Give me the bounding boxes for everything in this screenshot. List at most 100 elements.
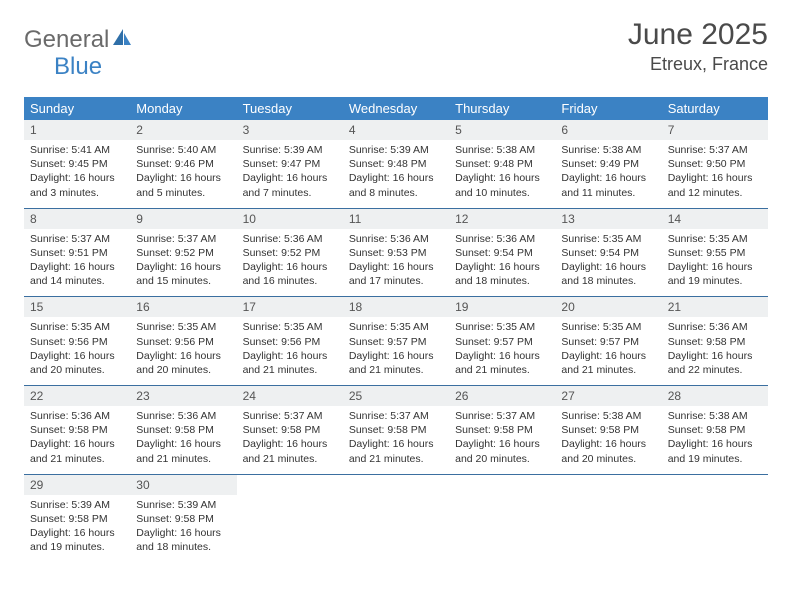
content-row: Sunrise: 5:39 AMSunset: 9:58 PMDaylight:… <box>24 495 768 563</box>
sunrise-line: Sunrise: 5:36 AM <box>136 409 230 423</box>
sunrise-line: Sunrise: 5:38 AM <box>455 143 549 157</box>
day-content-cell: Sunrise: 5:37 AMSunset: 9:58 PMDaylight:… <box>343 406 449 474</box>
sunset-line: Sunset: 9:58 PM <box>30 423 124 437</box>
daylight-line: Daylight: 16 hours and 18 minutes. <box>136 526 230 554</box>
day-content-cell: Sunrise: 5:38 AMSunset: 9:58 PMDaylight:… <box>662 406 768 474</box>
brand-part2: Blue <box>30 53 102 81</box>
daylight-line: Daylight: 16 hours and 19 minutes. <box>30 526 124 554</box>
weekday-header-row: Sunday Monday Tuesday Wednesday Thursday… <box>24 97 768 120</box>
weekday-header: Monday <box>130 97 236 120</box>
daylight-line: Daylight: 16 hours and 12 minutes. <box>668 171 762 199</box>
sunset-line: Sunset: 9:47 PM <box>243 157 337 171</box>
sunset-line: Sunset: 9:58 PM <box>561 423 655 437</box>
sunset-line: Sunset: 9:48 PM <box>349 157 443 171</box>
sunrise-line: Sunrise: 5:38 AM <box>561 143 655 157</box>
sunset-line: Sunset: 9:53 PM <box>349 246 443 260</box>
day-number-cell: 19 <box>449 297 555 318</box>
day-number-cell: 28 <box>662 386 768 407</box>
sunset-line: Sunset: 9:58 PM <box>30 512 124 526</box>
day-content-cell: Sunrise: 5:37 AMSunset: 9:50 PMDaylight:… <box>662 140 768 208</box>
day-number-cell: 4 <box>343 120 449 140</box>
weekday-header: Saturday <box>662 97 768 120</box>
daylight-line: Daylight: 16 hours and 5 minutes. <box>136 171 230 199</box>
sunset-line: Sunset: 9:54 PM <box>561 246 655 260</box>
day-number-cell: 1 <box>24 120 130 140</box>
day-content-cell: Sunrise: 5:36 AMSunset: 9:53 PMDaylight:… <box>343 229 449 297</box>
daylight-line: Daylight: 16 hours and 20 minutes. <box>30 349 124 377</box>
day-content-cell: Sunrise: 5:39 AMSunset: 9:58 PMDaylight:… <box>24 495 130 563</box>
sunset-line: Sunset: 9:58 PM <box>243 423 337 437</box>
sunrise-line: Sunrise: 5:36 AM <box>243 232 337 246</box>
title-block: June 2025 Etreux, France <box>628 18 768 75</box>
sunrise-line: Sunrise: 5:37 AM <box>455 409 549 423</box>
daylight-line: Daylight: 16 hours and 20 minutes. <box>561 437 655 465</box>
sunrise-line: Sunrise: 5:36 AM <box>668 320 762 334</box>
daylight-line: Daylight: 16 hours and 21 minutes. <box>136 437 230 465</box>
sunrise-line: Sunrise: 5:38 AM <box>561 409 655 423</box>
sunrise-line: Sunrise: 5:35 AM <box>455 320 549 334</box>
sunrise-line: Sunrise: 5:35 AM <box>136 320 230 334</box>
daylight-line: Daylight: 16 hours and 8 minutes. <box>349 171 443 199</box>
sunrise-line: Sunrise: 5:36 AM <box>30 409 124 423</box>
day-content-cell <box>662 495 768 563</box>
day-number-cell: 26 <box>449 386 555 407</box>
day-number-cell: 5 <box>449 120 555 140</box>
day-content-cell: Sunrise: 5:39 AMSunset: 9:47 PMDaylight:… <box>237 140 343 208</box>
sunrise-line: Sunrise: 5:37 AM <box>30 232 124 246</box>
sunrise-line: Sunrise: 5:37 AM <box>243 409 337 423</box>
day-number-cell: 14 <box>662 208 768 229</box>
weekday-header: Sunday <box>24 97 130 120</box>
sunset-line: Sunset: 9:58 PM <box>668 423 762 437</box>
sunrise-line: Sunrise: 5:35 AM <box>561 320 655 334</box>
daylight-line: Daylight: 16 hours and 16 minutes. <box>243 260 337 288</box>
sunrise-line: Sunrise: 5:39 AM <box>136 498 230 512</box>
day-number-cell: 10 <box>237 208 343 229</box>
month-title: June 2025 <box>628 18 768 52</box>
day-content-cell <box>237 495 343 563</box>
sunrise-line: Sunrise: 5:37 AM <box>349 409 443 423</box>
day-content-cell: Sunrise: 5:37 AMSunset: 9:51 PMDaylight:… <box>24 229 130 297</box>
daylight-line: Daylight: 16 hours and 21 minutes. <box>243 437 337 465</box>
sunset-line: Sunset: 9:49 PM <box>561 157 655 171</box>
day-content-cell: Sunrise: 5:35 AMSunset: 9:57 PMDaylight:… <box>555 317 661 385</box>
day-number-cell: 20 <box>555 297 661 318</box>
day-content-cell: Sunrise: 5:36 AMSunset: 9:58 PMDaylight:… <box>130 406 236 474</box>
day-number-cell: 29 <box>24 474 130 495</box>
sunset-line: Sunset: 9:57 PM <box>455 335 549 349</box>
day-number-cell: 30 <box>130 474 236 495</box>
weekday-header: Wednesday <box>343 97 449 120</box>
day-number-cell: 3 <box>237 120 343 140</box>
sunset-line: Sunset: 9:46 PM <box>136 157 230 171</box>
sunset-line: Sunset: 9:48 PM <box>455 157 549 171</box>
sunset-line: Sunset: 9:52 PM <box>136 246 230 260</box>
sunrise-line: Sunrise: 5:41 AM <box>30 143 124 157</box>
day-content-cell: Sunrise: 5:37 AMSunset: 9:58 PMDaylight:… <box>237 406 343 474</box>
day-content-cell: Sunrise: 5:37 AMSunset: 9:52 PMDaylight:… <box>130 229 236 297</box>
content-row: Sunrise: 5:41 AMSunset: 9:45 PMDaylight:… <box>24 140 768 208</box>
day-number-cell: 8 <box>24 208 130 229</box>
day-content-cell: Sunrise: 5:36 AMSunset: 9:52 PMDaylight:… <box>237 229 343 297</box>
sail-icon <box>111 27 133 47</box>
day-number-cell: 6 <box>555 120 661 140</box>
day-number-cell <box>237 474 343 495</box>
day-content-cell: Sunrise: 5:36 AMSunset: 9:58 PMDaylight:… <box>24 406 130 474</box>
day-number-cell: 9 <box>130 208 236 229</box>
calendar-body: 1234567Sunrise: 5:41 AMSunset: 9:45 PMDa… <box>24 120 768 562</box>
day-content-cell: Sunrise: 5:35 AMSunset: 9:57 PMDaylight:… <box>343 317 449 385</box>
calendar-table: Sunday Monday Tuesday Wednesday Thursday… <box>24 97 768 562</box>
day-number-cell: 27 <box>555 386 661 407</box>
daylight-line: Daylight: 16 hours and 18 minutes. <box>561 260 655 288</box>
day-content-cell: Sunrise: 5:35 AMSunset: 9:56 PMDaylight:… <box>130 317 236 385</box>
sunrise-line: Sunrise: 5:37 AM <box>668 143 762 157</box>
day-number-cell: 13 <box>555 208 661 229</box>
sunrise-line: Sunrise: 5:37 AM <box>136 232 230 246</box>
day-content-cell: Sunrise: 5:41 AMSunset: 9:45 PMDaylight:… <box>24 140 130 208</box>
sunset-line: Sunset: 9:58 PM <box>668 335 762 349</box>
day-content-cell: Sunrise: 5:37 AMSunset: 9:58 PMDaylight:… <box>449 406 555 474</box>
day-number-cell: 11 <box>343 208 449 229</box>
weekday-header: Thursday <box>449 97 555 120</box>
day-number-cell: 12 <box>449 208 555 229</box>
day-content-cell: Sunrise: 5:39 AMSunset: 9:48 PMDaylight:… <box>343 140 449 208</box>
daylight-line: Daylight: 16 hours and 11 minutes. <box>561 171 655 199</box>
sunrise-line: Sunrise: 5:39 AM <box>30 498 124 512</box>
